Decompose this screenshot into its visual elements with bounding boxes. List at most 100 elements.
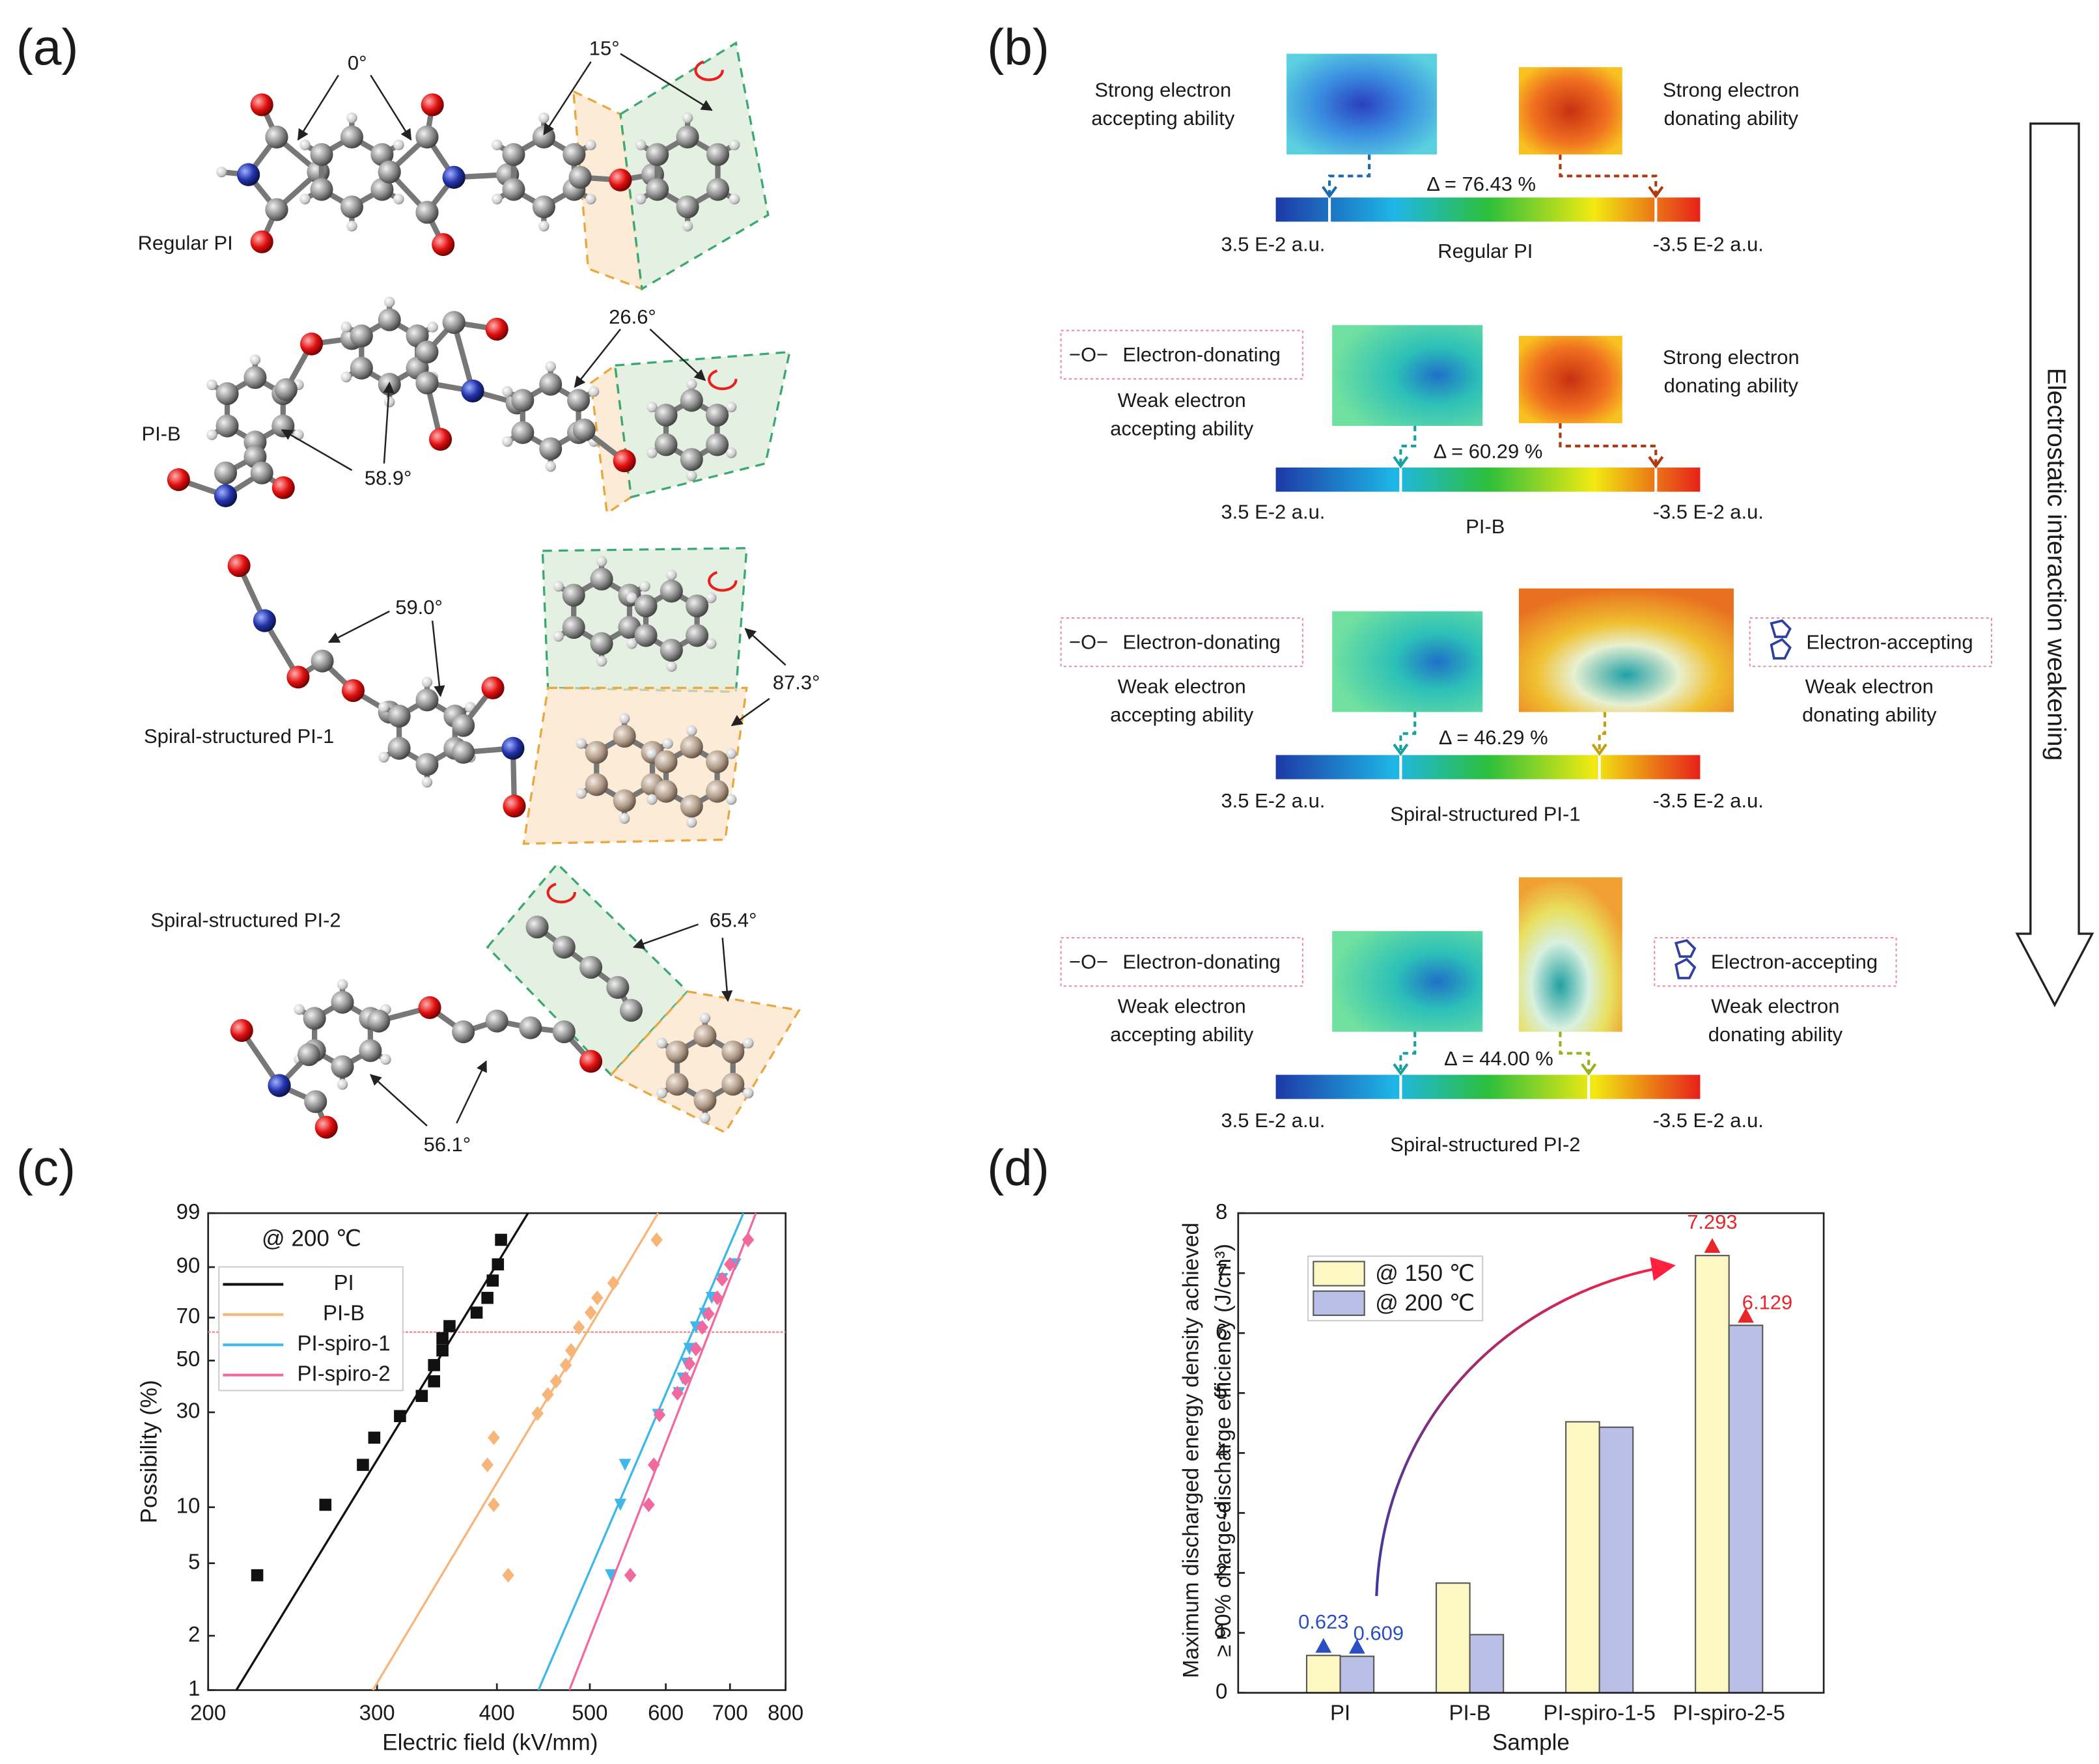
- atom: [286, 665, 310, 689]
- y-tick-label: 2: [188, 1622, 200, 1646]
- atom: [370, 178, 394, 201]
- y-axis-label: ≥ 90% charge-discharge efficiency (J/cm³…: [1211, 1244, 1236, 1657]
- atom: [676, 125, 699, 148]
- atom: [665, 1072, 689, 1096]
- atom: [387, 705, 411, 728]
- esp-map: [1332, 325, 1483, 427]
- atom: [545, 361, 556, 372]
- row-name: Spiral-structured PI-1: [1390, 803, 1580, 826]
- plot-frame: [1237, 1212, 1825, 1694]
- angle-arrow: [543, 61, 592, 135]
- atom: [215, 382, 239, 406]
- atom: [606, 975, 630, 999]
- x-tick-label: 800: [768, 1700, 803, 1724]
- atom: [646, 143, 669, 166]
- panel-b: Δ = 76.43 % 3.5 E-2 a.u. -3.5 E-2 a.u. Regu…: [1060, 53, 1993, 1156]
- scale-label: -3.5 E-2 a.u.: [1653, 233, 1764, 256]
- scale-label: -3.5 E-2 a.u.: [1653, 1109, 1764, 1132]
- row-name: Regular PI: [1438, 240, 1533, 262]
- color-bar: [1275, 1074, 1701, 1099]
- atom: [596, 656, 607, 667]
- trend-label: Electrostatic interaction weakening: [2042, 368, 2070, 761]
- point: [559, 1358, 572, 1373]
- point: [742, 1232, 755, 1248]
- donor-text: Weak electron: [1711, 995, 1839, 1018]
- connector-head: [1581, 1063, 1597, 1076]
- y-tick-label: 0: [1216, 1679, 1227, 1703]
- donor-text: Strong electron: [1663, 78, 1800, 101]
- acceptor-text: Weak electron: [1118, 995, 1246, 1018]
- atom: [299, 193, 311, 204]
- point: [394, 1410, 406, 1422]
- point: [436, 1332, 449, 1345]
- atom: [311, 649, 334, 673]
- atom: [461, 379, 484, 402]
- angle-arrow: [744, 628, 786, 666]
- atom: [590, 567, 613, 591]
- atom: [525, 916, 549, 939]
- angle-arrow: [297, 74, 339, 141]
- point: [251, 1569, 264, 1582]
- point: [415, 1390, 428, 1403]
- esp-map: [1518, 335, 1622, 423]
- atom: [613, 789, 636, 813]
- acceptor-text: accepting ability: [1110, 417, 1254, 440]
- atom: [300, 332, 324, 356]
- atom: [206, 379, 217, 391]
- point: [564, 1343, 577, 1358]
- legend-label: @ 150 ℃: [1375, 1261, 1475, 1286]
- atom: [367, 1009, 391, 1033]
- panel-label: (d): [987, 1139, 1050, 1196]
- angle-arrow: [574, 328, 621, 388]
- tag-text: Electron-accepting: [1711, 950, 1878, 973]
- atom: [378, 160, 401, 184]
- atom: [626, 638, 637, 649]
- atom: [725, 447, 737, 458]
- atom: [654, 433, 678, 456]
- atom: [387, 736, 411, 760]
- point-marker: [1315, 1638, 1332, 1653]
- point: [549, 1373, 563, 1389]
- point: [443, 1320, 456, 1332]
- atom: [654, 779, 678, 803]
- atom: [370, 143, 394, 166]
- value-label: 0.623: [1298, 1610, 1348, 1633]
- atom: [656, 1037, 667, 1049]
- atom: [619, 813, 630, 824]
- x-tick-label: 600: [648, 1700, 684, 1724]
- angle-arrow: [281, 429, 353, 471]
- atom: [532, 195, 555, 219]
- atom: [337, 979, 348, 990]
- y-tick-label: 5: [1216, 1379, 1227, 1403]
- point: [502, 1567, 514, 1583]
- atom: [502, 436, 513, 447]
- point: [470, 1306, 483, 1319]
- atom: [346, 220, 357, 232]
- atom: [519, 1016, 542, 1039]
- atom: [253, 609, 276, 632]
- atom: [725, 794, 737, 805]
- tag-text: Electron-accepting: [1806, 630, 1973, 653]
- atom: [268, 1074, 291, 1097]
- atom: [393, 193, 404, 204]
- atom: [699, 1013, 711, 1024]
- point: [650, 1232, 663, 1248]
- point: [653, 1407, 666, 1423]
- connector: [1328, 154, 1371, 195]
- atom: [585, 193, 596, 204]
- atom: [359, 1039, 382, 1062]
- y-axis-label: Maximum discharged energy density achiev…: [1179, 1222, 1204, 1678]
- angle-arrow: [721, 938, 733, 1002]
- atom: [680, 448, 703, 471]
- tag-box: [1749, 617, 1993, 667]
- atom: [485, 1009, 508, 1033]
- atom: [310, 178, 333, 201]
- atom: [676, 195, 699, 219]
- atom: [452, 1020, 475, 1044]
- atom: [725, 748, 737, 759]
- delta-label: Δ = 44.00 %: [1444, 1047, 1553, 1070]
- atom: [215, 414, 239, 438]
- molecule-name: Spiral-structured PI-1: [144, 725, 334, 748]
- atom: [378, 701, 389, 713]
- point: [542, 1387, 554, 1403]
